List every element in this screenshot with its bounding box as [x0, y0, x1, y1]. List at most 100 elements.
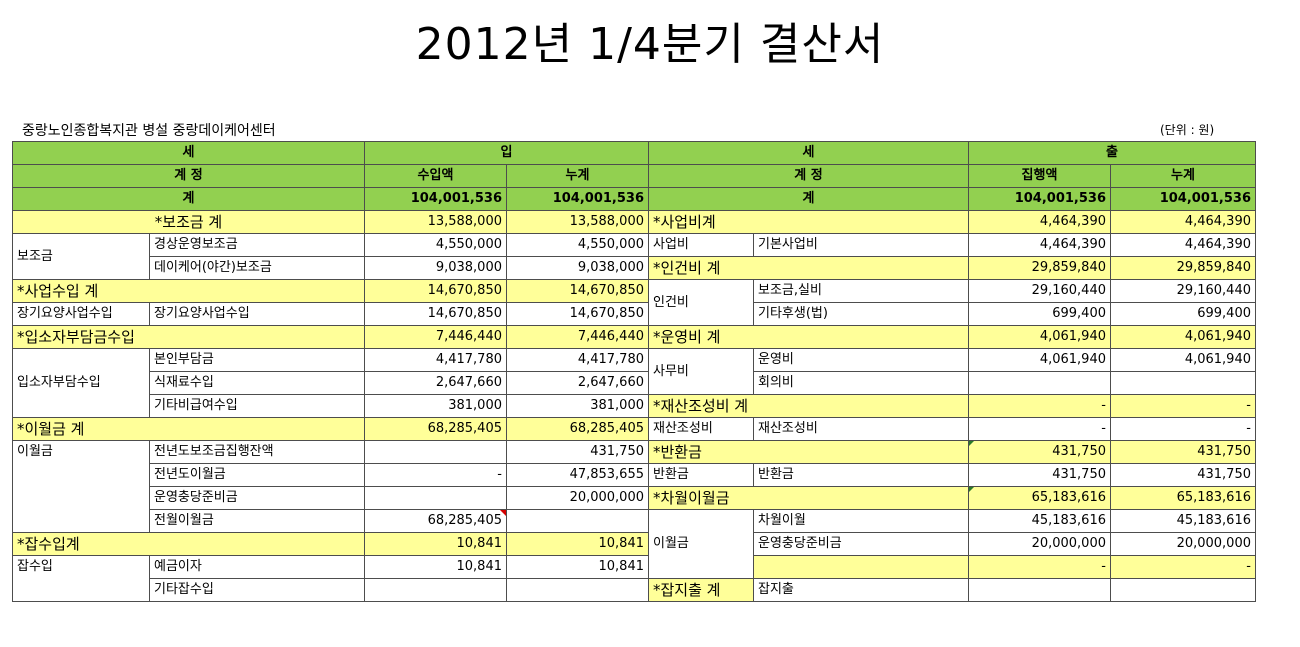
asset-total-amount: - — [968, 394, 1111, 418]
comment-marker — [969, 487, 974, 492]
next-total-amount: 65,183,616 — [968, 486, 1111, 510]
basic-project-cumulative: 4,464,390 — [1110, 233, 1256, 257]
welfare-label: 기타후생(법) — [753, 302, 969, 326]
table-row: *잡수입계 10,841 10,841 운영충당준비금 20,000,000 2… — [12, 532, 1256, 556]
misc-expense-total-label: *잡지출 계 — [648, 578, 754, 602]
asset-label: 재산조성비 — [753, 417, 969, 441]
prev-carry-label: 전년도이월금 — [149, 463, 365, 487]
salary-amount: 29,160,440 — [968, 279, 1111, 303]
income-total-cumulative: 104,001,536 — [506, 187, 649, 211]
refund-total-amount: 431,750 — [968, 440, 1111, 464]
prev-subsidy-cumulative: 431,750 — [506, 440, 649, 464]
prev-carry-cumulative: 47,853,655 — [506, 463, 649, 487]
basic-project-label: 기본사업비 — [753, 233, 969, 257]
next-reserve-cumulative: 20,000,000 — [1110, 532, 1256, 556]
misc-total-amount: 10,841 — [364, 532, 507, 556]
prev-subsidy-amount — [364, 440, 507, 464]
organization-name: 중랑노인종합복지관 병설 중랑데이케어센터 — [22, 123, 276, 139]
meeting-label: 회의비 — [753, 371, 969, 395]
grand-total-row: 계 104,001,536 104,001,536 계 104,001,536 … — [12, 187, 1256, 211]
operation-label: 운영비 — [753, 348, 969, 372]
table-row: 기타잡수입 *잡지출 계 잡지출 — [13, 578, 1256, 602]
project-total-cumulative: 4,464,390 — [1110, 210, 1256, 234]
expense-cumulative-header: 누계 — [1110, 164, 1256, 188]
personnel-total-label: *인건비 계 — [648, 256, 969, 280]
carry-total-cumulative: 68,285,405 — [506, 417, 649, 441]
other-nonpay-cumulative: 381,000 — [506, 394, 649, 418]
personnel-group: 인건비 — [648, 279, 754, 326]
header-row-columns: 계 정 수입액 누계 계 정 집행액 누계 — [12, 164, 1256, 188]
refund-total-amount-value: 431,750 — [1052, 444, 1106, 459]
table-row: 식재료수입 2,647,660 2,647,660 회의비 — [13, 371, 1256, 395]
next-reserve-amount: 20,000,000 — [968, 532, 1111, 556]
next-group: 이월금 — [648, 509, 754, 579]
blank-cumulative: - — [1110, 555, 1256, 579]
next-total-label: *차월이월금 — [648, 486, 969, 510]
asset-total-cumulative: - — [1110, 394, 1256, 418]
subsidy-total-label: *보조금 계 — [12, 210, 365, 234]
expense-amount-header: 집행액 — [968, 164, 1111, 188]
subsidy-day-label: 데이케어(야간)보조금 — [149, 256, 365, 280]
asset-cumulative: - — [1110, 417, 1256, 441]
prev-carry-amount: - — [364, 463, 507, 487]
comment-marker — [969, 441, 974, 446]
interest-amount: 10,841 — [364, 555, 507, 579]
income-account-header: 계 정 — [12, 164, 365, 188]
expense-section-a: 세 — [648, 141, 969, 165]
business-total-amount: 14,670,850 — [364, 279, 507, 303]
subsidy-op-label: 경상운영보조금 — [149, 233, 365, 257]
refund-total-label: *반환금 — [648, 440, 969, 464]
income-section-a: 세 — [12, 141, 365, 165]
food-label: 식재료수입 — [149, 371, 365, 395]
table-row: 잡수입 예금이자 10,841 10,841 - - — [12, 555, 1256, 602]
refund-label: 반환금 — [753, 463, 969, 487]
table-row: 기타비급여수입 381,000 381,000 *재산조성비 계 - - — [13, 394, 1256, 418]
refund-group: 반환금 — [648, 463, 754, 487]
prev-month-cumulative — [506, 509, 649, 533]
expense-total-amount: 104,001,536 — [968, 187, 1111, 211]
next-reserve-label: 운영충당준비금 — [753, 532, 969, 556]
blank-amount: - — [968, 555, 1111, 579]
asset-amount: - — [968, 417, 1111, 441]
other-misc-label: 기타잡수입 — [149, 578, 365, 602]
ltc-label: 장기요양사업수입 — [149, 302, 365, 326]
business-total-label: *사업수입 계 — [12, 279, 365, 303]
resident-total-cumulative: 7,446,440 — [506, 325, 649, 349]
food-cumulative: 2,647,660 — [506, 371, 649, 395]
reserve-label: 운영충당준비금 — [149, 486, 365, 510]
meeting-amount — [968, 371, 1111, 395]
ltc-cumulative: 14,670,850 — [506, 302, 649, 326]
next-carry-amount: 45,183,616 — [968, 509, 1111, 533]
header-row-section: 세 입 세 출 — [12, 141, 1256, 165]
misc-expense-label: 잡지출 — [753, 578, 969, 602]
self-pay-cumulative: 4,417,780 — [506, 348, 649, 372]
ltc-amount: 14,670,850 — [364, 302, 507, 326]
settlement-table: 세 입 세 출 계 정 수입액 누계 계 정 집행액 누계 계 104,001,… — [12, 141, 1256, 602]
subsidy-group: 보조금 — [12, 233, 150, 280]
ltc-group: 장기요양사업수입 — [12, 302, 150, 326]
next-carry-label: 차월이월 — [753, 509, 969, 533]
project-total-label: *사업비계 — [648, 210, 969, 234]
blank-label — [753, 555, 969, 579]
prev-month-amount-value: 68,285,405 — [427, 513, 502, 528]
table-row: 이월금 전년도보조금집행잔액 431,750 *반환금 431,750 431,… — [12, 440, 1256, 533]
income-amount-header: 수입액 — [364, 164, 507, 188]
expense-total-cumulative: 104,001,536 — [1110, 187, 1256, 211]
interest-cumulative: 10,841 — [506, 555, 649, 579]
other-nonpay-amount: 381,000 — [364, 394, 507, 418]
welfare-amount: 699,400 — [968, 302, 1111, 326]
resident-total-label: *입소자부담금수입 — [12, 325, 365, 349]
resident-group: 입소자부담수입 — [12, 348, 150, 418]
carry-total-amount: 68,285,405 — [364, 417, 507, 441]
comment-marker — [500, 510, 506, 516]
misc-expense-amount — [968, 578, 1111, 602]
carry-group: 이월금 — [12, 440, 150, 533]
other-misc-amount — [364, 578, 507, 602]
refund-amount: 431,750 — [968, 463, 1111, 487]
unit-note: (단위 : 원) — [1160, 123, 1215, 137]
expense-section-b: 출 — [968, 141, 1256, 165]
business-total-cumulative: 14,670,850 — [506, 279, 649, 303]
salary-cumulative: 29,160,440 — [1110, 279, 1256, 303]
carry-total-label: *이월금 계 — [12, 417, 365, 441]
personnel-total-cumulative: 29,859,840 — [1110, 256, 1256, 280]
